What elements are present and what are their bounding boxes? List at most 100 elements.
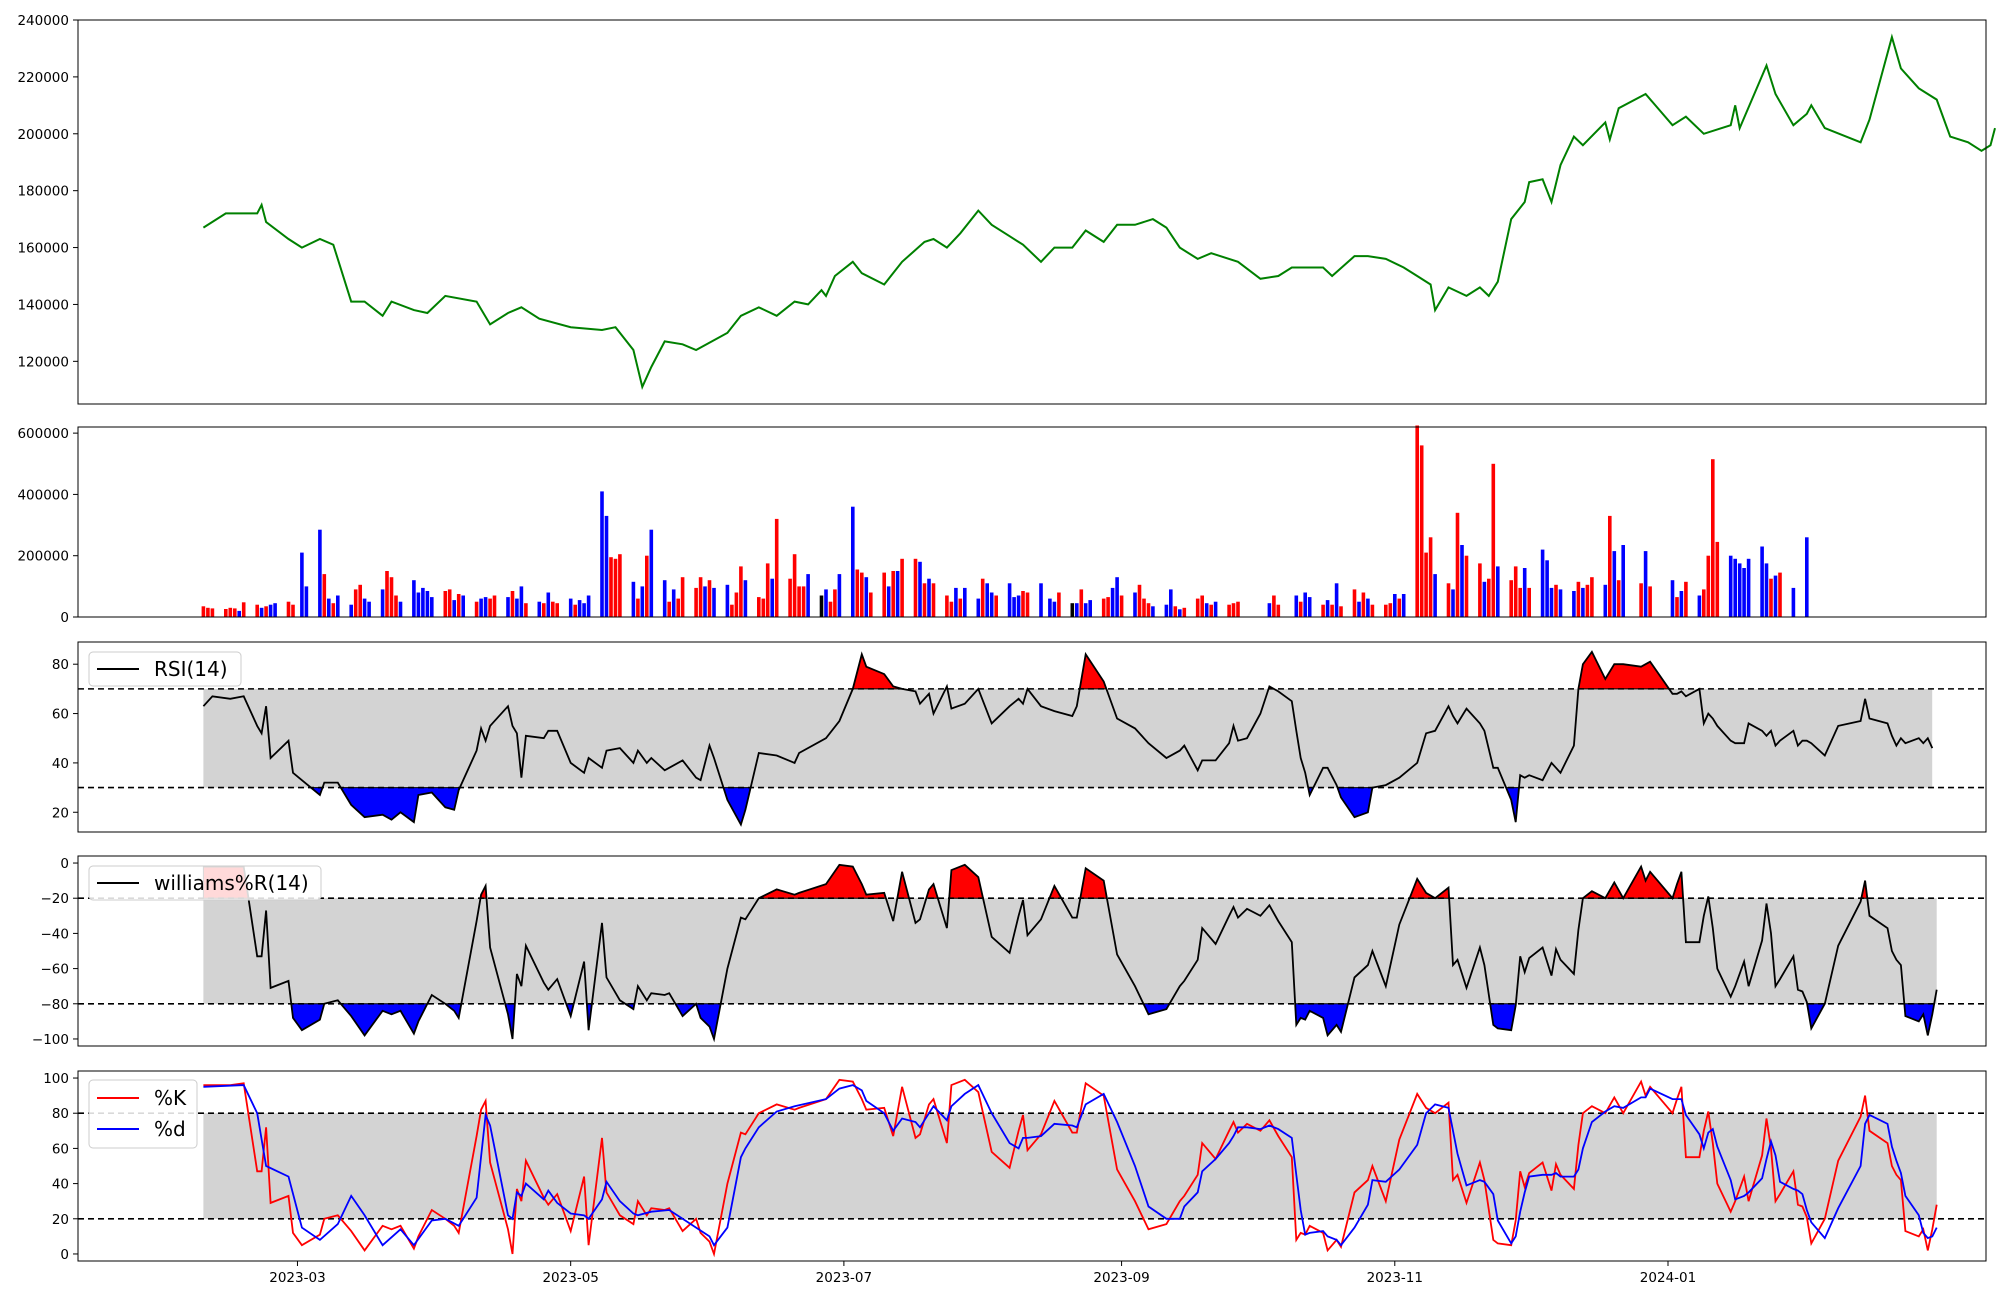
volume-bar: [1142, 598, 1146, 617]
volume-bar: [667, 601, 671, 617]
stochastic-legend: %K %d: [88, 1079, 198, 1149]
volume-bar: [1384, 604, 1388, 617]
williams-ytick-label: −60: [41, 962, 70, 978]
volume-bar: [1388, 603, 1393, 617]
x-axis: 2023-03 2023-05 2023-07 2023-09 2023-11 2024-…: [269, 1261, 1696, 1286]
volume-bar: [1540, 549, 1545, 617]
volume-bar: [1119, 595, 1124, 617]
volume-bar: [1079, 589, 1084, 617]
volume-bar: [474, 601, 479, 617]
volume-bar: [1021, 591, 1025, 617]
stochastic-panel: 0 20 40 60 80 100: [43, 1070, 1987, 1263]
volume-bar: [743, 580, 748, 617]
rsi-ytick-label: 60: [52, 707, 69, 723]
volume-bar: [1178, 609, 1182, 617]
volume-bar: [1048, 598, 1052, 617]
volume-bar: [1339, 606, 1343, 617]
d-legend-label: %d: [154, 1117, 186, 1141]
volume-bar: [1576, 581, 1581, 617]
volume-bar: [1639, 583, 1643, 617]
volume-bar: [1164, 604, 1169, 617]
volume-bar: [268, 604, 273, 617]
volume-bar: [1115, 577, 1119, 617]
volume-bar: [1110, 587, 1115, 617]
volume-bar: [1298, 601, 1303, 617]
volume-bar: [1728, 555, 1733, 617]
volume-bar: [676, 598, 680, 617]
volume-bar: [201, 606, 206, 617]
volume-bar: [259, 607, 264, 617]
volume-bar: [349, 604, 353, 617]
volume-bar: [367, 601, 371, 617]
volume-bar: [546, 592, 551, 617]
volume-bar: [291, 604, 295, 617]
volume-bar: [1007, 583, 1012, 617]
volume-bar: [1715, 541, 1720, 617]
volume-bar: [945, 595, 949, 617]
volume-bar: [331, 603, 336, 617]
volume-bar: [734, 592, 739, 617]
volume-bar: [1052, 601, 1057, 617]
volume-bar: [492, 595, 497, 617]
volume-bar: [1464, 555, 1469, 617]
volume-bar: [1083, 603, 1088, 617]
volume-bar: [416, 592, 421, 617]
price-ytick-label: 240000: [17, 13, 69, 29]
volume-bar: [730, 604, 734, 617]
rsi-panel: 20 40 60 80: [52, 641, 1987, 833]
volume-bar: [976, 598, 981, 617]
volume-bar: [1334, 583, 1339, 617]
williams-legend: williams%R(14): [88, 865, 322, 901]
volume-bar: [273, 603, 277, 617]
rsi-frame: [77, 641, 1987, 833]
volume-bar: [1393, 594, 1397, 617]
volume-bar: [1133, 592, 1137, 617]
volume-bar: [837, 574, 842, 617]
volume-bar: [1433, 574, 1437, 617]
stochastic-frame: [77, 1070, 1987, 1262]
volume-bar: [1590, 577, 1594, 617]
volume-bar: [506, 597, 510, 617]
rsi-legend-box: [88, 651, 242, 687]
volume-bar: [1742, 568, 1746, 617]
volume-bar: [927, 578, 931, 617]
volume-bar: [1182, 607, 1187, 617]
volume-bar: [237, 610, 241, 617]
volume-panel: 0 200000 400000 600000: [17, 425, 1987, 626]
rsi-legend: RSI(14): [88, 651, 242, 687]
volume-bar: [712, 587, 716, 617]
volume-bar: [645, 555, 649, 617]
volume-bar: [1513, 566, 1518, 617]
volume-bar: [989, 592, 994, 617]
volume-bar: [1679, 591, 1684, 617]
volume-bar: [1791, 587, 1796, 617]
volume-bar: [1648, 586, 1652, 617]
volume-bar: [1572, 591, 1576, 617]
williams-band: [203, 898, 1937, 1004]
volume-bar: [286, 601, 291, 617]
volume-bar: [1764, 563, 1769, 617]
volume-bar: [1612, 551, 1617, 617]
volume-bar: [1487, 578, 1491, 617]
volume-ytick-label: 400000: [17, 487, 69, 503]
volume-bar: [1746, 558, 1751, 617]
volume-bar: [1760, 546, 1764, 617]
volume-bar: [1773, 575, 1778, 617]
volume-bar: [1482, 581, 1487, 617]
volume-bar: [425, 591, 430, 617]
volume-bar: [1419, 445, 1424, 617]
volume-bar: [394, 595, 398, 617]
volume-bar: [1670, 580, 1675, 617]
volume-bar: [318, 529, 322, 617]
volume-bar: [1401, 594, 1406, 617]
volume-bar: [1137, 584, 1142, 617]
volume-ytick-label: 0: [60, 610, 69, 626]
volume-bar: [980, 578, 985, 617]
volume-bar: [797, 586, 801, 617]
volume-bar: [913, 558, 918, 617]
volume-bar: [524, 603, 528, 617]
volume-bar: [1675, 597, 1679, 617]
volume-bar: [1554, 584, 1558, 617]
volume-bar: [1697, 595, 1702, 617]
volume-bar: [1518, 587, 1522, 617]
